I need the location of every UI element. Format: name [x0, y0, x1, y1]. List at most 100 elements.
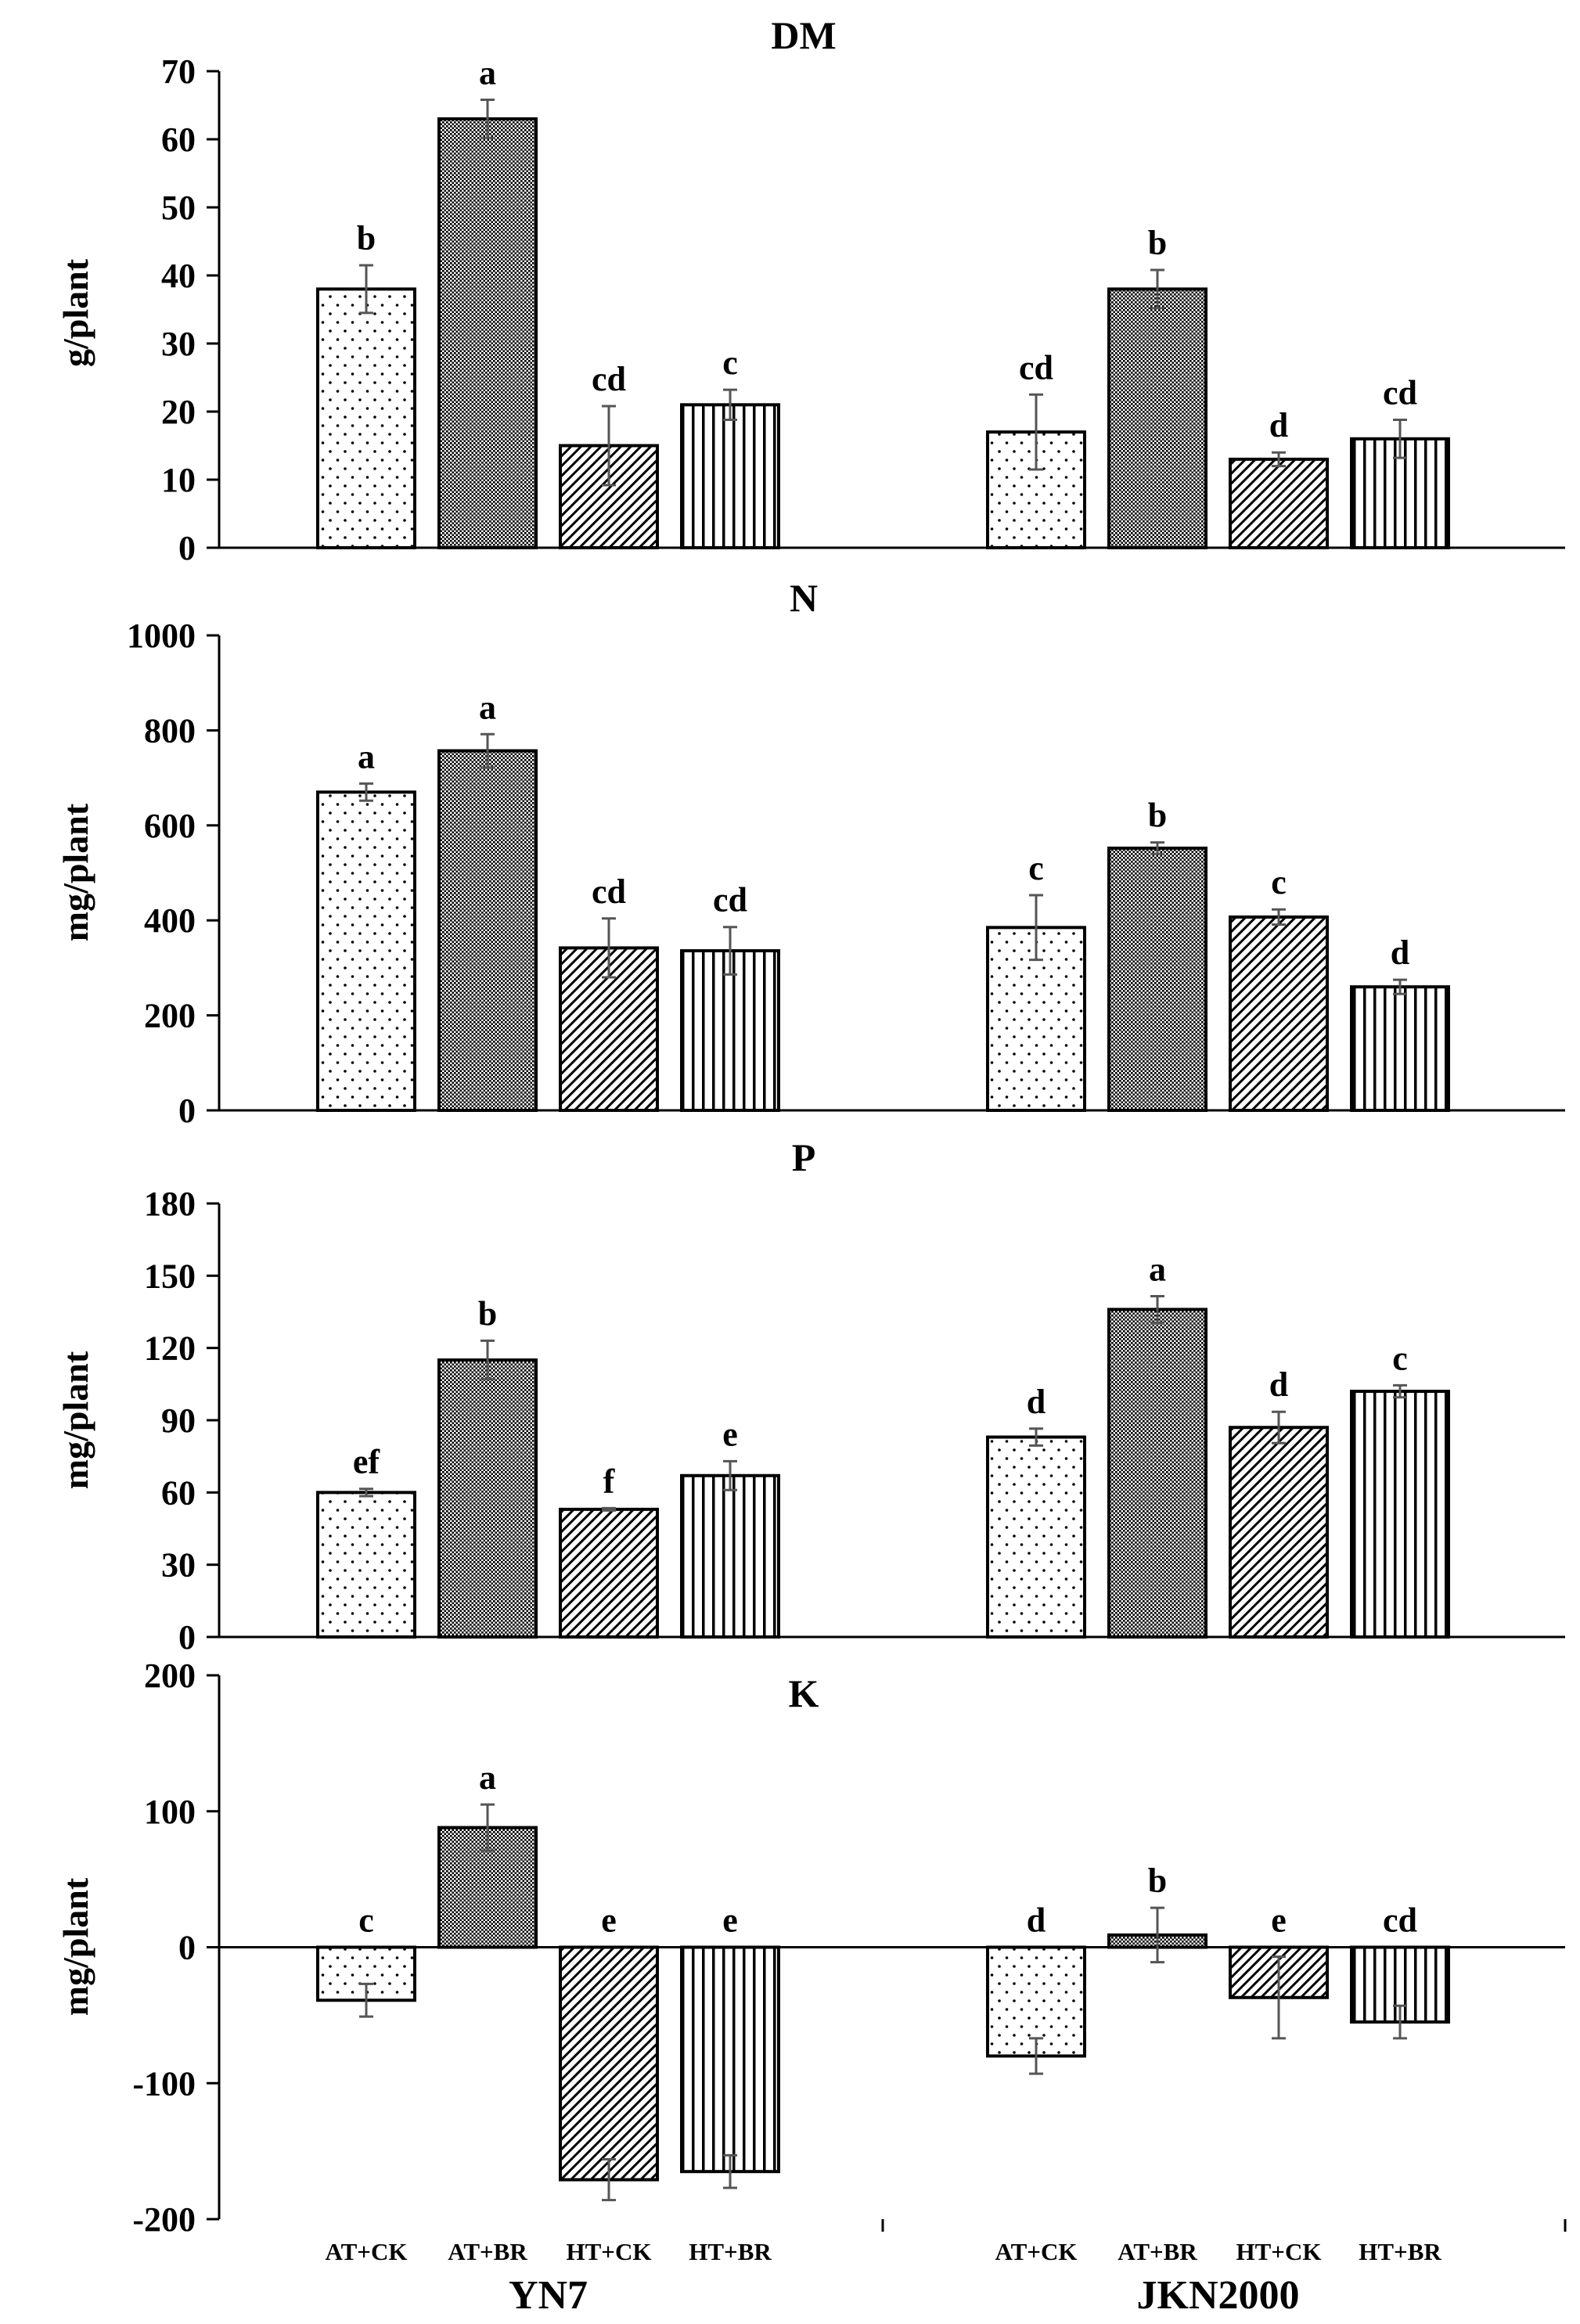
significance-letter: cd — [1383, 373, 1417, 412]
x-category-label: HT+BR — [689, 2238, 772, 2265]
chart-title: N — [790, 576, 818, 620]
bar-yn7-at-br — [437, 749, 538, 1112]
y-tick-label: 10 — [161, 461, 196, 499]
bar-yn7-at-ck — [316, 790, 416, 1112]
y-tick-label: 400 — [144, 901, 196, 940]
y-tick-label: 180 — [144, 1185, 196, 1223]
significance-letter: a — [479, 1758, 496, 1797]
y-tick-label: 100 — [144, 1793, 196, 1831]
significance-letter: b — [1148, 224, 1167, 262]
y-tick-label: 600 — [144, 807, 196, 845]
y-tick-label: 800 — [144, 711, 196, 750]
y-tick-label: 50 — [161, 189, 196, 227]
significance-letter: d — [1027, 1901, 1046, 1940]
significance-letter: b — [478, 1294, 497, 1333]
significance-letter: e — [601, 1901, 617, 1940]
chart-title: DM — [771, 13, 836, 57]
x-category-label: HT+CK — [1236, 2238, 1322, 2265]
bar-jkn2000-at-br — [1107, 1308, 1207, 1639]
chart-title: P — [792, 1135, 816, 1179]
bar-yn7-at-br — [437, 1358, 538, 1639]
significance-letter: d — [1269, 406, 1288, 444]
y-tick-label: 40 — [161, 257, 196, 295]
significance-letter: a — [358, 737, 375, 775]
y-tick-label: 0 — [178, 1092, 196, 1130]
x-category-label: HT+BR — [1359, 2238, 1441, 2265]
significance-letter: cd — [592, 872, 626, 911]
y-tick-label: 30 — [161, 1546, 196, 1585]
y-tick-label: 90 — [161, 1401, 196, 1440]
bar-yn7-ht-ck — [559, 444, 659, 549]
y-tick-label: 0 — [178, 1929, 196, 1967]
bar-yn7-ht-br — [680, 403, 780, 549]
y-tick-label: -100 — [132, 2064, 196, 2103]
y-tick-label: 20 — [161, 393, 196, 431]
y-tick-label: 200 — [144, 1657, 196, 1695]
bar-jkn2000-ht-br — [1350, 985, 1450, 1113]
significance-letter: c — [358, 1901, 374, 1940]
x-group-label: JKN2000 — [1137, 2273, 1300, 2318]
significance-letter: ef — [353, 1443, 381, 1481]
x-axis-labels: AT+CK AT+BR HT+CK HT+BR YN7 AT+CK AT+BR HT+CK HT… — [326, 2219, 1567, 2318]
significance-letter: c — [1392, 1339, 1408, 1377]
x-category-label: AT+CK — [995, 2238, 1078, 2265]
bar-yn7-ht-ck — [559, 1507, 659, 1639]
x-group-label: YN7 — [509, 2273, 588, 2318]
y-tick-label: 0 — [178, 529, 196, 567]
significance-letter: e — [1271, 1901, 1287, 1940]
y-tick-label: 70 — [161, 52, 196, 91]
significance-letter: cd — [1383, 1901, 1417, 1940]
y-tick-label: 60 — [161, 1473, 196, 1512]
significance-letter: f — [603, 1462, 616, 1500]
chart-title: K — [789, 1671, 819, 1715]
significance-letter: e — [722, 1901, 738, 1940]
y-tick-label: 200 — [144, 997, 196, 1035]
x-category-label: AT+BR — [1118, 2238, 1197, 2265]
significance-letter: b — [357, 219, 376, 257]
bar-yn7-ht-br — [680, 1473, 780, 1639]
significance-letter: e — [722, 1415, 738, 1453]
significance-letter: cd — [592, 360, 626, 398]
significance-letter: cd — [1019, 348, 1053, 387]
y-tick-label: 150 — [144, 1257, 196, 1295]
panel-p: Pmg/plant 0 30 60 90 120 150 180 ef b f e d a d c — [56, 1135, 1565, 1657]
significance-letter: c — [1028, 849, 1044, 887]
significance-letter: c — [722, 344, 738, 382]
bar-yn7-at-br — [437, 117, 538, 549]
significance-letter: c — [1271, 863, 1287, 901]
bar-jkn2000-at-br — [1107, 287, 1207, 549]
significance-letter: d — [1027, 1383, 1046, 1421]
x-category-label: AT+CK — [326, 2238, 408, 2265]
y-axis-label: mg/plant — [56, 1351, 95, 1489]
bar-jkn2000-ht-ck — [1229, 915, 1329, 1113]
significance-letter: a — [479, 54, 496, 92]
y-tick-label: 0 — [178, 1618, 196, 1657]
bar-yn7-ht-ck — [559, 1945, 659, 2182]
significance-letter: a — [1149, 1250, 1166, 1288]
significance-letter: d — [1391, 934, 1409, 972]
significance-letter: b — [1148, 797, 1167, 835]
y-tick-label: 60 — [161, 121, 196, 159]
significance-letter: d — [1269, 1365, 1288, 1404]
bar-jkn2000-at-ck — [986, 1435, 1086, 1639]
bar-jkn2000-at-br — [1107, 846, 1207, 1113]
y-tick-label: -200 — [132, 2200, 196, 2239]
x-category-label: HT+CK — [567, 2238, 652, 2265]
y-axis-label: mg/plant — [56, 1877, 95, 2016]
bar-yn7-at-ck — [316, 1491, 416, 1639]
significance-letter: a — [479, 688, 496, 726]
significance-letter: b — [1148, 1862, 1167, 1900]
bar-jkn2000-ht-br — [1350, 1390, 1450, 1639]
y-tick-label: 30 — [161, 325, 196, 363]
y-axis-label: mg/plant — [56, 803, 95, 941]
y-tick-label: 1000 — [127, 617, 196, 655]
y-axis-label: g/plant — [56, 258, 95, 367]
bar-yn7-at-ck — [316, 287, 416, 549]
x-category-label: AT+BR — [448, 2238, 527, 2265]
significance-letter: cd — [713, 881, 747, 919]
bar-jkn2000-ht-ck — [1229, 1426, 1329, 1639]
y-tick-label: 120 — [144, 1329, 196, 1368]
panel-dm: DM g/plant 0 10 20 30 40 50 60 70 b a cd c cd b d cd — [56, 13, 1565, 567]
panel-k: Kmg/plant -200 -100 0 100 200 c a e e d b e cd — [56, 1657, 1565, 2239]
